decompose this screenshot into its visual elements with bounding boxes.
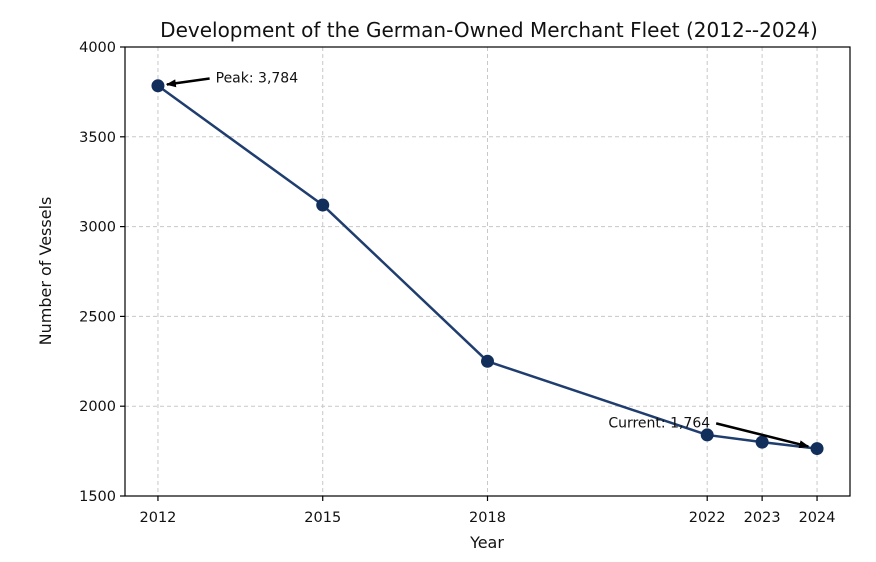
- chart-title: Development of the German-Owned Merchant…: [160, 18, 818, 42]
- y-axis-label: Number of Vessels: [36, 197, 55, 346]
- y-tick-label: 3000: [79, 220, 116, 236]
- y-tick-label: 1500: [79, 489, 116, 505]
- y-tick-label: 2500: [79, 309, 116, 325]
- data-point: [755, 435, 769, 449]
- grid: [125, 47, 850, 496]
- data-point: [151, 79, 165, 93]
- annotation-arrow: [715, 422, 810, 449]
- x-axis-label: Year: [469, 533, 504, 552]
- annotations: Peak: 3,784 Current: 1,764: [165, 71, 810, 449]
- data-point: [481, 354, 494, 368]
- annotation-arrow: [165, 77, 210, 88]
- x-tick-label: 2022: [689, 510, 726, 526]
- x-axis: 2012 2015 2018 2022 2023 2024: [140, 496, 836, 526]
- y-tick-label: 3500: [79, 130, 116, 146]
- y-tick-label: 4000: [79, 40, 116, 56]
- x-tick-label: 2024: [799, 510, 836, 526]
- x-tick-label: 2012: [140, 510, 177, 526]
- data-point: [316, 198, 330, 212]
- x-tick-label: 2018: [469, 510, 506, 526]
- y-axis: 1500 2000 2500 3000 3500 4000: [79, 40, 125, 505]
- annotation-label: Peak: 3,784: [216, 71, 299, 87]
- series-layer: [151, 79, 824, 456]
- annotation-label: Current: 1,764: [608, 415, 710, 431]
- data-point: [700, 428, 714, 442]
- y-tick-label: 2000: [79, 399, 116, 415]
- data-point: [810, 442, 824, 456]
- x-tick-label: 2015: [304, 510, 341, 526]
- series-line: [157, 84, 818, 450]
- x-tick-label: 2023: [744, 510, 781, 526]
